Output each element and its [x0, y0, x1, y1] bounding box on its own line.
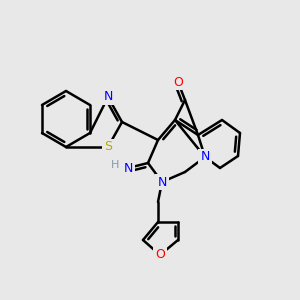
Text: N: N [123, 161, 133, 175]
Text: N: N [157, 176, 167, 188]
Text: S: S [104, 140, 112, 154]
Text: N: N [103, 91, 113, 103]
Text: H: H [111, 160, 119, 170]
Text: N: N [200, 151, 210, 164]
Text: O: O [173, 76, 183, 88]
Text: O: O [155, 248, 165, 262]
